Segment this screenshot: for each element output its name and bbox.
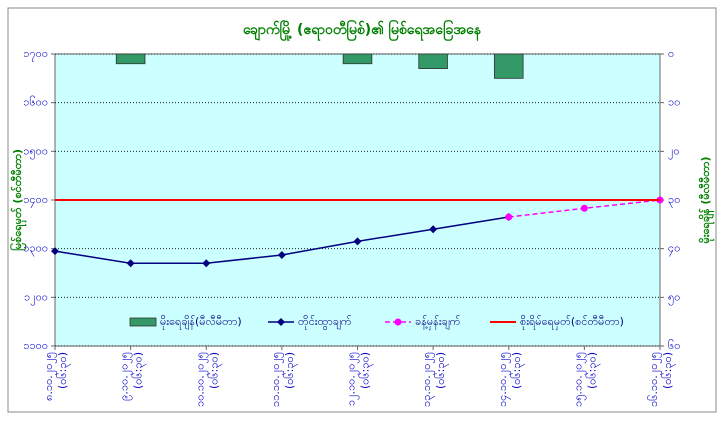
bar (418, 53, 448, 70)
chart-title: ချောက်မြို့ (ဧရာဝတီမြစ်)၏ မြစ်ရေအခြေအနေ (243, 20, 482, 41)
y-tick-label: ၁၇၀၀ (23, 47, 48, 62)
x-tick-sublabel: (၀၆:၃၀) (359, 352, 374, 389)
y2-axis-title: မိုးရေချိန် (မီလီမီတာ) (698, 157, 715, 244)
y-tick-label: ၁၂၀၀ (24, 290, 48, 305)
bar (115, 53, 146, 65)
y2-tick-label: ၁၀ (668, 96, 680, 109)
y-tick-label: ၁၁၀၀ (23, 339, 48, 352)
legend-marker (394, 318, 402, 326)
x-tick-label: ၈.၁၀.၂၀၂၅ (42, 352, 57, 401)
x-tick-label: ၁၆.၁၀.၂၀၂၅ (647, 352, 662, 407)
legend-label: တိုင်းထွာချက် (298, 315, 352, 330)
x-tick-label: ၁၁.၁၀.၂၀၂၅ (269, 352, 284, 407)
point (51, 247, 59, 256)
x-tick-label: ၁၃.၁၀.၂၀၂၅ (420, 352, 435, 407)
x-tick-sublabel: (၀၆:၃၀) (56, 352, 71, 389)
legend-marker (277, 318, 285, 326)
x-tick-label: ၁၂.၁၀.၂၀၂၅ (345, 352, 360, 406)
y-tick-label: ၁၃၀၀ (23, 242, 48, 257)
point (353, 237, 362, 246)
legend-swatch (129, 317, 157, 327)
y2-tick-label: ၂၀ (668, 144, 680, 159)
y2-tick-label: ၀ (668, 47, 674, 60)
y2-tick-label: ၃၀ (668, 193, 680, 208)
legend-label: မိုးရေချိန်(မီလီမီတာ) (160, 315, 242, 330)
x-tick-sublabel: (၀၆:၃၀) (661, 352, 676, 389)
x-tick-sublabel: (၀၆:၃၀) (510, 352, 525, 389)
bar (342, 53, 373, 65)
x-tick-label: ၁၀.၁၀.၂၀၂၅ (193, 352, 208, 407)
x-tick-label: ၉.၁၀.၂၀၂၅ (118, 352, 133, 401)
y-tick-label: ၁၄၀၀ (23, 193, 48, 208)
point (580, 204, 588, 212)
point (429, 225, 438, 234)
bar (493, 53, 524, 79)
x-tick-label: ၁၄.၁၀.၂၀၂၅ (496, 352, 511, 407)
x-tick-label: ၁၅.၁၀.၂၀၂၅ (571, 352, 586, 407)
y-axis-title: မြစ်ရေမှတ် (စင်တီမီတာ) (9, 149, 27, 251)
y2-tick-label: ၄၀ (668, 242, 680, 257)
x-tick-sublabel: (၀၆:၃၀) (283, 352, 298, 389)
point (126, 259, 135, 268)
point (277, 250, 286, 259)
y-tick-label: ၁၅၀၀ (23, 144, 48, 159)
y2-tick-label: ၆၀ (668, 339, 680, 352)
y2-tick-label: ၅၀ (668, 290, 680, 305)
x-tick-sublabel: (၀၆:၃၀) (434, 352, 449, 389)
x-tick-sublabel: (၀၆:၃၀) (132, 352, 147, 389)
legend-label: စိုးရိမ်ရေမှတ်(စင်တီမီတာ) (520, 315, 624, 330)
x-tick-sublabel: (၀၆:၃၀) (585, 352, 600, 389)
y-tick-label: ၁၆၀၀ (23, 96, 48, 109)
point (202, 259, 211, 268)
point (505, 213, 513, 221)
x-tick-sublabel: (၀၆:၃၀) (207, 352, 222, 389)
legend-label: ခန့်မှန်းချက် (415, 315, 461, 330)
